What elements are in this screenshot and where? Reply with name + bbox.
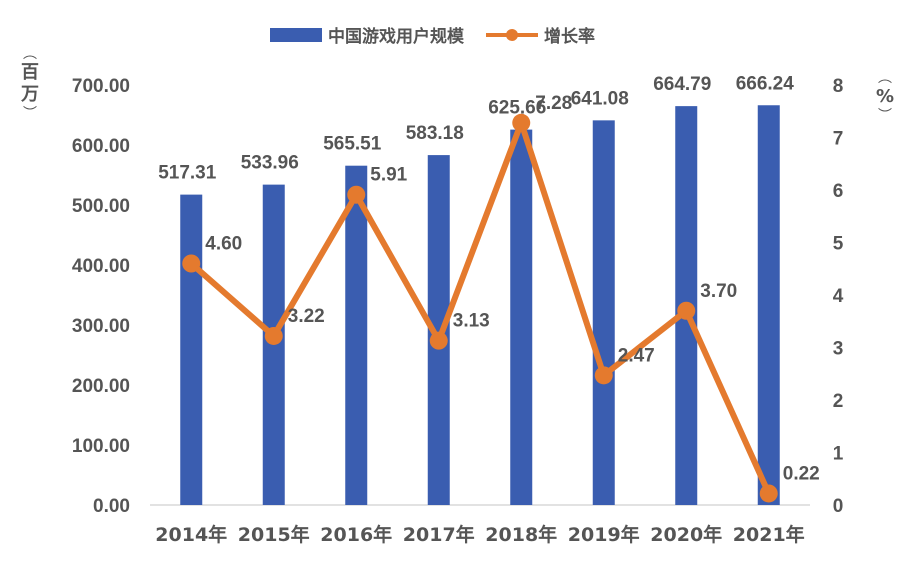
line-data-label: 3.22 bbox=[288, 306, 325, 327]
line-data-label: 2.47 bbox=[618, 345, 655, 366]
legend-swatch-bar bbox=[270, 27, 322, 42]
y-right-tick-label: 1 bbox=[833, 444, 844, 465]
bar-data-label: 664.79 bbox=[653, 74, 711, 95]
x-tick-label: 2021年 bbox=[733, 523, 805, 546]
legend-swatch-line bbox=[486, 28, 538, 41]
right-axis-unit-text: % bbox=[875, 86, 895, 107]
line-data-label: 3.13 bbox=[453, 311, 490, 332]
x-tick-label: 2017年 bbox=[403, 523, 475, 546]
y-left-tick-label: 300.00 bbox=[72, 316, 130, 337]
line-data-label: 4.60 bbox=[205, 234, 242, 255]
y-right-tick-label: 8 bbox=[833, 76, 844, 97]
y-right-tick-label: 0 bbox=[833, 496, 844, 517]
bar bbox=[757, 105, 780, 506]
legend-item-bar[interactable]: 中国游戏用户规模 bbox=[270, 22, 464, 47]
left-axis-unit-text: 百万 bbox=[21, 62, 39, 105]
bar-data-label: 583.18 bbox=[406, 123, 464, 144]
growth-point bbox=[182, 254, 201, 273]
bar bbox=[427, 155, 450, 506]
growth-point bbox=[512, 113, 531, 132]
y-right-tick-label: 7 bbox=[833, 129, 844, 150]
legend-label-line: 增长率 bbox=[544, 27, 595, 47]
y-right-tick-label: 2 bbox=[833, 391, 844, 412]
legend: 中国游戏用户规模 增长率 bbox=[270, 22, 617, 47]
bar-data-label: 517.31 bbox=[158, 163, 217, 184]
y-left-tick-label: 600.00 bbox=[72, 136, 130, 157]
x-tick-label: 2014年 bbox=[155, 523, 227, 546]
y-right-tick-label: 5 bbox=[833, 234, 844, 255]
x-tick-label: 2015年 bbox=[238, 523, 310, 546]
legend-label-bar: 中国游戏用户规模 bbox=[328, 27, 464, 47]
y-right-tick-label: 6 bbox=[833, 181, 844, 202]
bar bbox=[592, 120, 615, 506]
bar-data-label: 533.96 bbox=[241, 153, 299, 174]
y-right-tick-label: 4 bbox=[833, 286, 844, 307]
x-tick-label: 2016年 bbox=[320, 523, 392, 546]
bar-data-label: 666.24 bbox=[736, 73, 795, 94]
growth-point bbox=[347, 185, 366, 204]
legend-item-line[interactable]: 增长率 bbox=[486, 22, 595, 47]
y-left-tick-label: 400.00 bbox=[72, 256, 130, 277]
y-left-tick-label: 200.00 bbox=[72, 376, 130, 397]
growth-point bbox=[594, 366, 613, 385]
growth-point bbox=[677, 301, 696, 320]
growth-point bbox=[759, 484, 778, 503]
x-tick-label: 2018年 bbox=[485, 523, 557, 546]
bar-data-label: 625.66 bbox=[488, 98, 546, 119]
x-tick-label: 2019年 bbox=[568, 523, 640, 546]
bar bbox=[180, 194, 203, 505]
line-data-label: 7.28 bbox=[535, 93, 572, 114]
line-data-label: 0.22 bbox=[783, 463, 820, 484]
y-left-tick-label: 700.00 bbox=[72, 76, 130, 97]
bar bbox=[510, 129, 533, 505]
growth-line bbox=[189, 119, 772, 495]
bar bbox=[345, 165, 368, 505]
bar-data-label: 641.08 bbox=[571, 88, 629, 109]
y-right-tick-label: 3 bbox=[833, 339, 844, 360]
left-axis-unit: ︵ 百万 ︶ bbox=[21, 46, 39, 122]
y-left-tick-label: 500.00 bbox=[72, 196, 130, 217]
right-axis-unit: ︵ % ︶ bbox=[875, 70, 895, 124]
growth-point bbox=[264, 326, 283, 345]
growth-point bbox=[429, 331, 448, 350]
y-left-tick-label: 0.00 bbox=[93, 496, 130, 517]
line-data-label: 5.91 bbox=[370, 165, 407, 186]
y-left-tick-label: 100.00 bbox=[72, 436, 130, 457]
line-data-label: 3.70 bbox=[700, 281, 737, 302]
x-tick-label: 2020年 bbox=[650, 523, 722, 546]
bar-data-label: 565.51 bbox=[323, 134, 382, 155]
